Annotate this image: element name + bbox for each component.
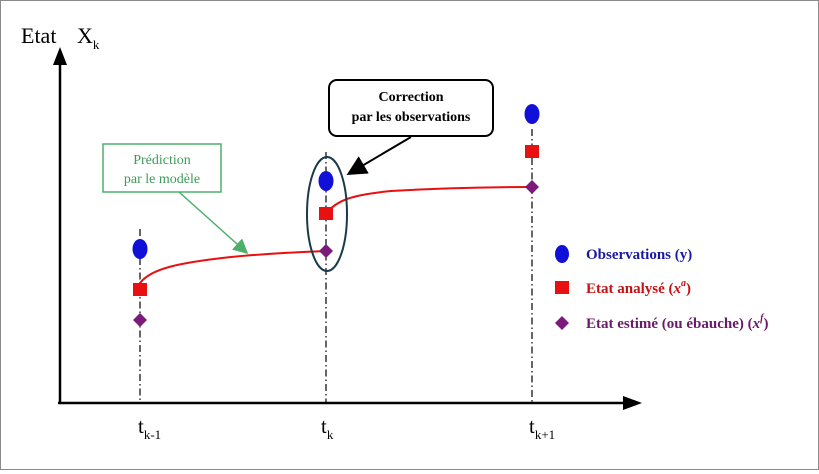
time-label-next: tk+1 xyxy=(529,414,555,442)
prediction-callout-line1: Prédiction xyxy=(133,153,191,168)
correction-ellipse xyxy=(306,156,348,272)
legend-observation-icon xyxy=(555,245,569,263)
forecast-marker-prev xyxy=(133,313,147,327)
y-axis-label: Etat xyxy=(21,23,56,48)
legend-analysis-icon xyxy=(555,281,569,294)
time-label-prev: tk-1 xyxy=(138,414,161,442)
x-axis-arrowhead xyxy=(623,396,642,410)
legend-forecast-label: Etat estimé (ou ébauche) (xf) xyxy=(586,313,768,332)
analysis-marker-next xyxy=(525,145,539,158)
observation-marker-cur xyxy=(318,171,334,191)
prediction-callout-arrow xyxy=(178,191,249,255)
prediction-callout-line2: par le modèle xyxy=(124,172,200,187)
correction-callout-box xyxy=(328,79,494,137)
legend-analysis-label: Etat analysé (xa) xyxy=(586,278,691,297)
y-axis-variable: Xk xyxy=(77,23,100,52)
analysis-marker-cur xyxy=(319,207,333,220)
legend-forecast-icon xyxy=(555,316,569,330)
observation-marker-prev xyxy=(132,239,148,259)
correction-callout-line2: par les observations xyxy=(352,110,471,125)
legend-observation-label: Observations (y) xyxy=(586,247,692,263)
observation-marker-next xyxy=(524,104,540,124)
time-label-cur: tk xyxy=(321,414,334,442)
trajectory-segment-2 xyxy=(325,186,533,214)
correction-callout-arrow xyxy=(346,136,412,176)
analysis-marker-prev xyxy=(133,283,147,296)
y-axis-arrowhead xyxy=(53,47,67,65)
forecast-marker-cur xyxy=(319,244,333,258)
trajectory-segment-1 xyxy=(139,250,327,290)
forecast-marker-next xyxy=(525,180,539,194)
prediction-callout-box xyxy=(102,143,222,193)
correction-callout-line1: Correction xyxy=(378,90,443,105)
